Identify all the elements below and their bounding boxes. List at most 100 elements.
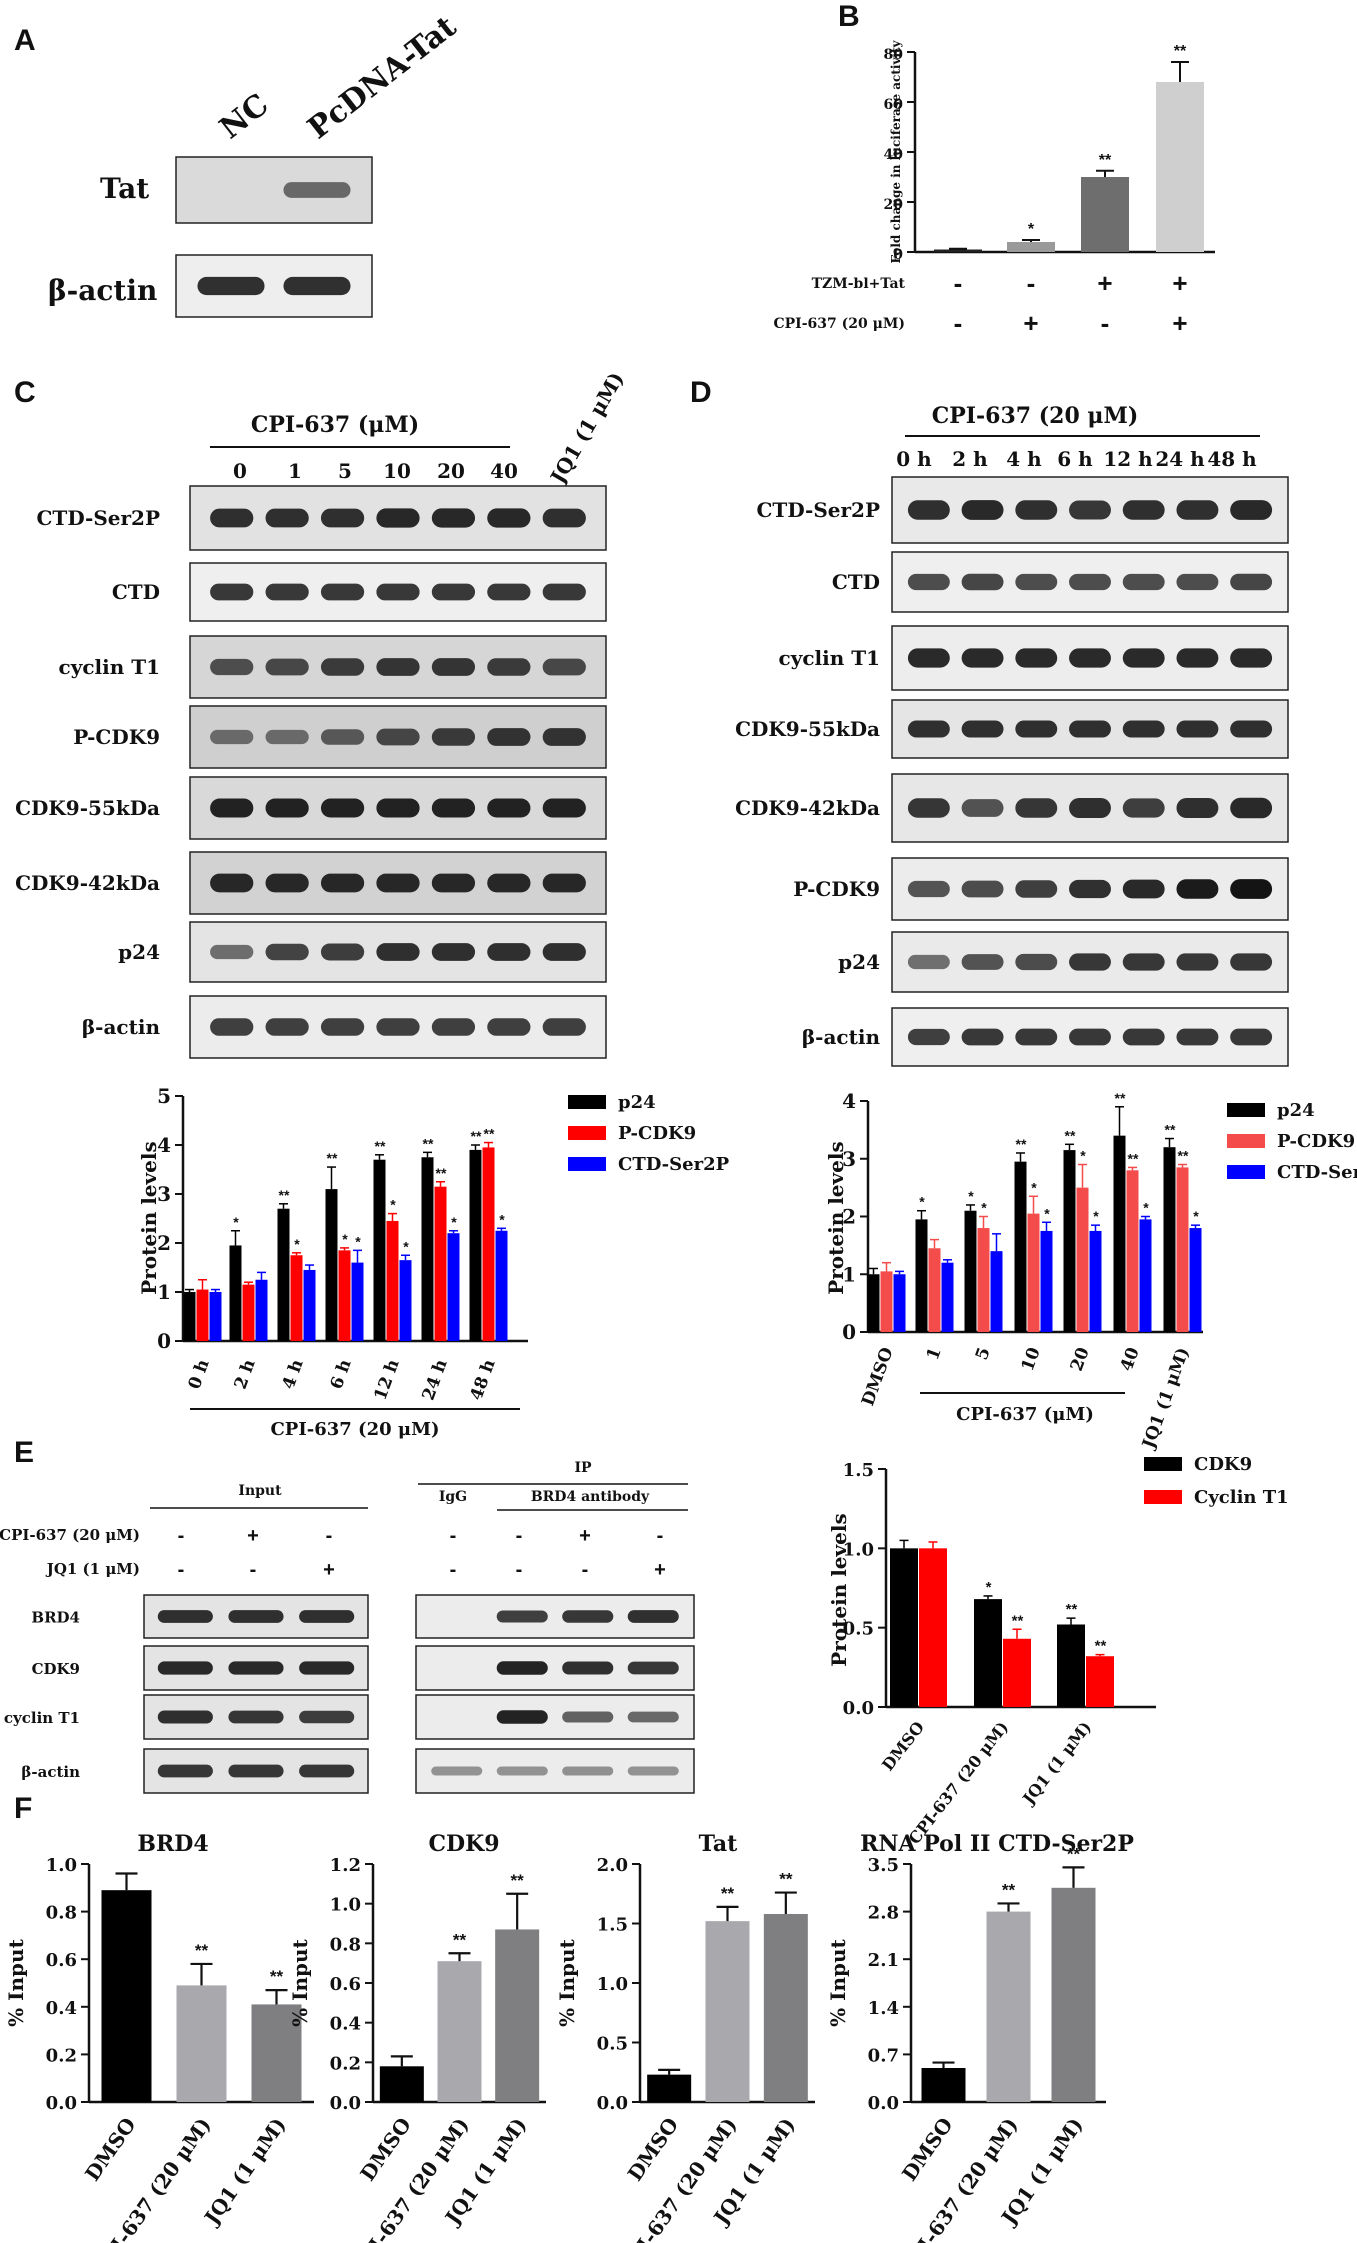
blot-band xyxy=(283,182,351,198)
panel-e-y-label: Protein levels xyxy=(827,1513,851,1667)
blot-band xyxy=(961,648,1004,668)
panel-f-chart-2-y-tick-label: 0.2 xyxy=(330,2053,361,2074)
panel-b-label: B xyxy=(838,0,860,33)
panel-c-chart-star: * xyxy=(355,1233,361,1249)
panel-f-chart-1-y-label: % Input xyxy=(4,1938,28,2026)
panel-e-input-blot xyxy=(143,1645,369,1691)
blot-band xyxy=(1122,500,1165,520)
blot-band xyxy=(1015,500,1058,520)
panel-c-x-label: CPI-637 (20 μM) xyxy=(270,1419,439,1440)
panel-d-chart-bar-p-cdk9 xyxy=(1076,1187,1089,1332)
panel-f-chart-4-y-tick-label: 2.1 xyxy=(868,1950,899,1971)
panel-d-chart-bar-ctd-ser2p xyxy=(941,1262,954,1332)
panel-c-legend-label: P-CDK9 xyxy=(618,1123,696,1144)
blot-band xyxy=(1176,648,1219,668)
blot-band xyxy=(228,1661,284,1675)
blot-band xyxy=(197,276,265,296)
panel-e-chart-star: ** xyxy=(1066,1601,1078,1618)
blot-band xyxy=(299,1710,355,1724)
panel-c-blot xyxy=(189,562,607,622)
panel-e-sign: - xyxy=(178,1525,185,1547)
panel-c-lane-label: 5 xyxy=(338,459,352,483)
panel-f-chart-4-bar xyxy=(921,2068,966,2102)
panel-d-chart-star: ** xyxy=(1165,1122,1176,1138)
blot-band xyxy=(157,1710,213,1724)
panel-d-chart-y-tick-label: 1 xyxy=(842,1262,856,1286)
panel-e-chart-bar-cyclin-t1 xyxy=(919,1548,947,1707)
panel-d-chart-star: * xyxy=(1143,1200,1149,1216)
panel-c-lane-label: 0 xyxy=(233,459,247,483)
panel-d-chart-category-label: 5 xyxy=(972,1345,995,1363)
blot-band xyxy=(376,943,420,961)
panel-b-sign: + xyxy=(1097,268,1112,298)
blot-band xyxy=(961,880,1004,898)
blot-band xyxy=(907,648,950,668)
panel-d-legend-label: CTD-Ser2P xyxy=(1277,1162,1357,1183)
blot-band xyxy=(228,1610,284,1623)
panel-d-chart-y-tick-label: 0 xyxy=(842,1320,856,1344)
panel-b-bar xyxy=(1007,242,1055,252)
panel-d-chart-bar-p-cdk9 xyxy=(977,1228,990,1332)
blot-band xyxy=(487,873,531,893)
panel-d-lane-label: 2 h xyxy=(952,447,988,471)
panel-c-row-label: CDK9-55kDa xyxy=(15,796,160,820)
panel-c-chart-bar-p-cdk9 xyxy=(482,1147,495,1341)
blot-band xyxy=(1015,880,1058,898)
blot-band xyxy=(1122,720,1165,738)
blot-band xyxy=(1176,573,1219,591)
blot-band xyxy=(1176,953,1219,971)
panel-f-chart-4-y-tick-label: 0.0 xyxy=(868,2093,899,2114)
blot-band xyxy=(627,1766,679,1776)
blot-band xyxy=(265,873,309,893)
panel-c-row-label: CTD-Ser2P xyxy=(37,506,160,530)
panel-d-row-label: β-actin xyxy=(802,1025,881,1049)
blot-band xyxy=(961,720,1004,738)
panel-c-chart-star: ** xyxy=(471,1128,482,1144)
panel-e-sign: - xyxy=(582,1559,589,1581)
panel-f-chart-1-y-tick-label: 0.2 xyxy=(46,2045,77,2066)
panel-e-sign: - xyxy=(657,1525,664,1547)
panel-a-label: A xyxy=(14,24,36,57)
panel-c-row-label: β-actin xyxy=(82,1015,161,1039)
panel-d-lane-label: 24 h xyxy=(1155,447,1205,471)
panel-e-chart-y-tick-label: 0.5 xyxy=(843,1619,874,1640)
panel-e-chart-y-tick-label: 1.5 xyxy=(843,1460,874,1481)
blot-band xyxy=(907,500,950,520)
panel-f-chart-3-y-tick-label: 0.0 xyxy=(597,2093,628,2114)
panel-c-chart-bar-ctd-ser2p xyxy=(399,1260,412,1341)
panel-c-chart-star: ** xyxy=(327,1150,338,1166)
blot-band xyxy=(320,658,365,676)
panel-f-chart-2-title: CDK9 xyxy=(428,1831,499,1857)
blot-band xyxy=(1122,879,1165,899)
panel-b-y-tick-label: 80 xyxy=(884,47,904,63)
blot-band xyxy=(1230,720,1273,738)
panel-e-ip-blot xyxy=(415,1748,695,1794)
blot-band xyxy=(496,1766,548,1776)
panel-b-star: ** xyxy=(1174,43,1187,60)
blot-band xyxy=(1230,573,1273,591)
panel-f-chart-1-star: ** xyxy=(195,1941,209,1960)
panel-f-chart-4-category-label: DMSO xyxy=(897,2113,958,2185)
panel-c-legend-label: p24 xyxy=(618,1092,656,1113)
panel-e-condition-label: CPI-637 (20 μM) xyxy=(0,1526,140,1544)
blot-band xyxy=(542,583,586,601)
blot-band xyxy=(210,508,254,528)
panel-e-row-label: β-actin xyxy=(21,1763,80,1781)
panel-c-chart-y-tick-label: 3 xyxy=(157,1182,171,1206)
panel-f-chart-1-y-tick-label: 0.0 xyxy=(46,2093,77,2114)
panel-f-chart-2-y-tick-label: 0.0 xyxy=(330,2093,361,2114)
panel-f-chart-4-bar xyxy=(986,1911,1031,2102)
blot-band xyxy=(1069,648,1111,668)
row-label-beta-actin: β-actin xyxy=(48,274,157,307)
panel-c-lane-label: 1 xyxy=(288,459,302,483)
panel-c-chart-star: ** xyxy=(484,1126,495,1142)
panel-d-row-label: CTD-Ser2P xyxy=(757,498,880,522)
panel-c-chart-y-tick-label: 5 xyxy=(157,1084,171,1108)
blot-band xyxy=(1176,720,1219,738)
panel-d-blot xyxy=(891,476,1289,544)
panel-e-ip-header: IP xyxy=(574,1460,592,1476)
panel-f-chart-1-bar xyxy=(251,2004,302,2102)
panel-c-chart-category-label: 0 h xyxy=(185,1357,214,1392)
panel-b-sign: - xyxy=(954,308,963,338)
blot-band xyxy=(210,658,254,676)
